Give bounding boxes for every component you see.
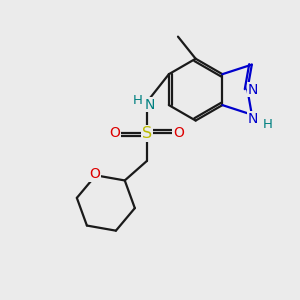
Text: H: H [263, 118, 273, 130]
Text: N: N [248, 82, 258, 97]
Text: H: H [132, 94, 142, 107]
Text: S: S [142, 126, 152, 141]
Text: O: O [110, 126, 120, 140]
Text: N: N [145, 98, 155, 112]
Text: O: O [89, 167, 100, 181]
Text: O: O [173, 126, 184, 140]
Text: N: N [248, 112, 259, 126]
